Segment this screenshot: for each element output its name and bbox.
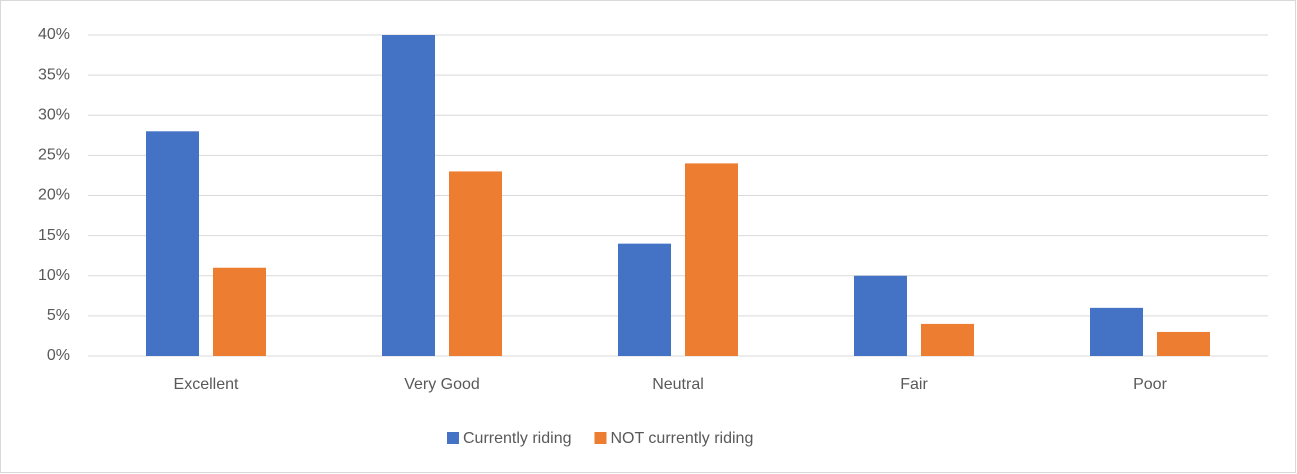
- bar: [685, 163, 738, 356]
- bar: [382, 35, 435, 356]
- y-tick-label: 20%: [38, 187, 70, 204]
- y-tick-label: 10%: [38, 267, 70, 284]
- y-tick-label: 35%: [38, 66, 70, 83]
- bar: [1090, 307, 1143, 356]
- bar: [1157, 331, 1210, 356]
- bar: [213, 267, 266, 356]
- y-tick-label: 40%: [38, 26, 70, 43]
- y-tick-label: 25%: [38, 147, 70, 164]
- legend-label: NOT currently riding: [610, 430, 753, 447]
- bar: [618, 243, 671, 356]
- x-tick-label: Poor: [1133, 376, 1167, 393]
- y-tick-label: 5%: [47, 307, 70, 324]
- bar: [146, 131, 199, 356]
- y-tick-label: 15%: [38, 227, 70, 244]
- y-tick-label: 0%: [47, 347, 70, 364]
- bar: [921, 323, 974, 356]
- bar: [449, 171, 502, 356]
- bar: [854, 275, 907, 356]
- legend-swatch: [594, 432, 607, 444]
- x-tick-label: Fair: [900, 376, 928, 393]
- legend-swatch: [447, 432, 459, 444]
- legend-label: Currently riding: [463, 430, 571, 447]
- y-tick-label: 30%: [38, 106, 70, 123]
- x-tick-label: Excellent: [174, 376, 239, 393]
- x-tick-label: Neutral: [652, 376, 704, 393]
- x-tick-label: Very Good: [404, 376, 480, 393]
